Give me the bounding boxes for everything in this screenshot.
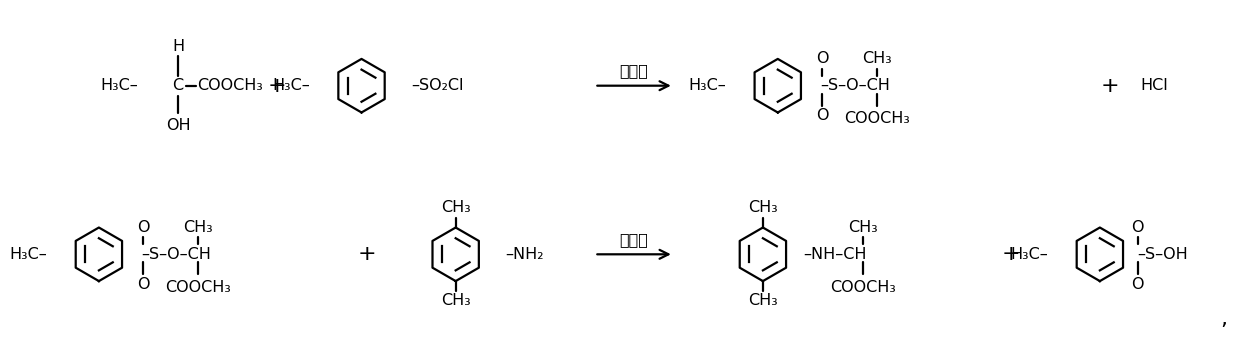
Text: 催化剂: 催化剂 bbox=[620, 232, 649, 247]
Text: –SO₂Cl: –SO₂Cl bbox=[412, 78, 464, 93]
Text: +: + bbox=[268, 76, 286, 96]
Text: CH₃: CH₃ bbox=[440, 293, 470, 308]
Text: H₃C–: H₃C– bbox=[10, 247, 47, 262]
Text: –S–OH: –S–OH bbox=[1137, 247, 1188, 262]
Text: CH₃: CH₃ bbox=[862, 51, 892, 66]
Text: OH: OH bbox=[166, 118, 191, 133]
Text: +: + bbox=[1002, 244, 1021, 264]
Text: H₃C–: H₃C– bbox=[100, 78, 139, 93]
Text: O: O bbox=[816, 51, 828, 66]
Text: CH₃: CH₃ bbox=[184, 220, 213, 235]
Text: COOCH₃: COOCH₃ bbox=[165, 279, 231, 294]
Text: O: O bbox=[1131, 220, 1143, 235]
Text: O: O bbox=[816, 108, 828, 123]
Text: CH₃: CH₃ bbox=[848, 220, 878, 235]
Text: O: O bbox=[138, 276, 150, 292]
Text: 缚酸剂: 缚酸剂 bbox=[620, 63, 649, 78]
Text: CH₃: CH₃ bbox=[440, 200, 470, 215]
Text: H₃C–: H₃C– bbox=[1011, 247, 1048, 262]
Text: CH₃: CH₃ bbox=[748, 200, 777, 215]
Text: –NH–CH: –NH–CH bbox=[804, 247, 867, 262]
Text: –NH₂: –NH₂ bbox=[505, 247, 543, 262]
Text: –S–O–CH: –S–O–CH bbox=[821, 78, 890, 93]
Text: H₃C–: H₃C– bbox=[273, 78, 310, 93]
Text: H₃C–: H₃C– bbox=[688, 78, 727, 93]
Text: COOCH₃: COOCH₃ bbox=[830, 279, 897, 294]
Text: O: O bbox=[1131, 276, 1143, 292]
Text: H: H bbox=[172, 38, 185, 53]
Text: +: + bbox=[357, 244, 376, 264]
Text: +: + bbox=[1100, 76, 1118, 96]
Text: COOCH₃: COOCH₃ bbox=[844, 111, 910, 126]
Text: HCl: HCl bbox=[1141, 78, 1168, 93]
Text: C: C bbox=[172, 78, 184, 93]
Text: ,: , bbox=[1220, 309, 1228, 329]
Text: COOCH₃: COOCH₃ bbox=[197, 78, 263, 93]
Text: CH₃: CH₃ bbox=[748, 293, 777, 308]
Text: O: O bbox=[138, 220, 150, 235]
Text: –S–O–CH: –S–O–CH bbox=[141, 247, 211, 262]
